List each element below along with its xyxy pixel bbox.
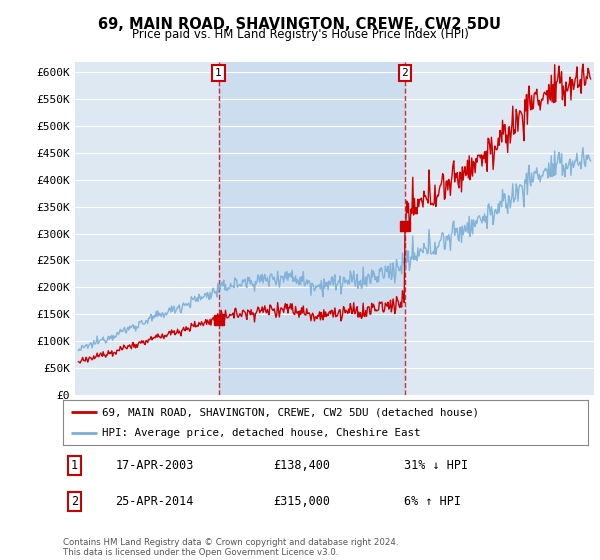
Text: Price paid vs. HM Land Registry's House Price Index (HPI): Price paid vs. HM Land Registry's House … (131, 28, 469, 41)
Text: 6% ↑ HPI: 6% ↑ HPI (404, 494, 461, 508)
Bar (218, 62, 405, 395)
Text: 1: 1 (215, 68, 222, 78)
Text: 1: 1 (71, 459, 78, 473)
Text: 2: 2 (71, 494, 78, 508)
Text: HPI: Average price, detached house, Cheshire East: HPI: Average price, detached house, Ches… (103, 428, 421, 438)
Text: £138,400: £138,400 (273, 459, 330, 473)
Text: 25-APR-2014: 25-APR-2014 (115, 494, 194, 508)
Text: 31% ↓ HPI: 31% ↓ HPI (404, 459, 469, 473)
Text: 69, MAIN ROAD, SHAVINGTON, CREWE, CW2 5DU (detached house): 69, MAIN ROAD, SHAVINGTON, CREWE, CW2 5D… (103, 408, 479, 418)
Text: 17-APR-2003: 17-APR-2003 (115, 459, 194, 473)
Text: Contains HM Land Registry data © Crown copyright and database right 2024.
This d: Contains HM Land Registry data © Crown c… (63, 538, 398, 557)
Text: 69, MAIN ROAD, SHAVINGTON, CREWE, CW2 5DU: 69, MAIN ROAD, SHAVINGTON, CREWE, CW2 5D… (98, 17, 502, 32)
Text: 2: 2 (401, 68, 409, 78)
Text: £315,000: £315,000 (273, 494, 330, 508)
